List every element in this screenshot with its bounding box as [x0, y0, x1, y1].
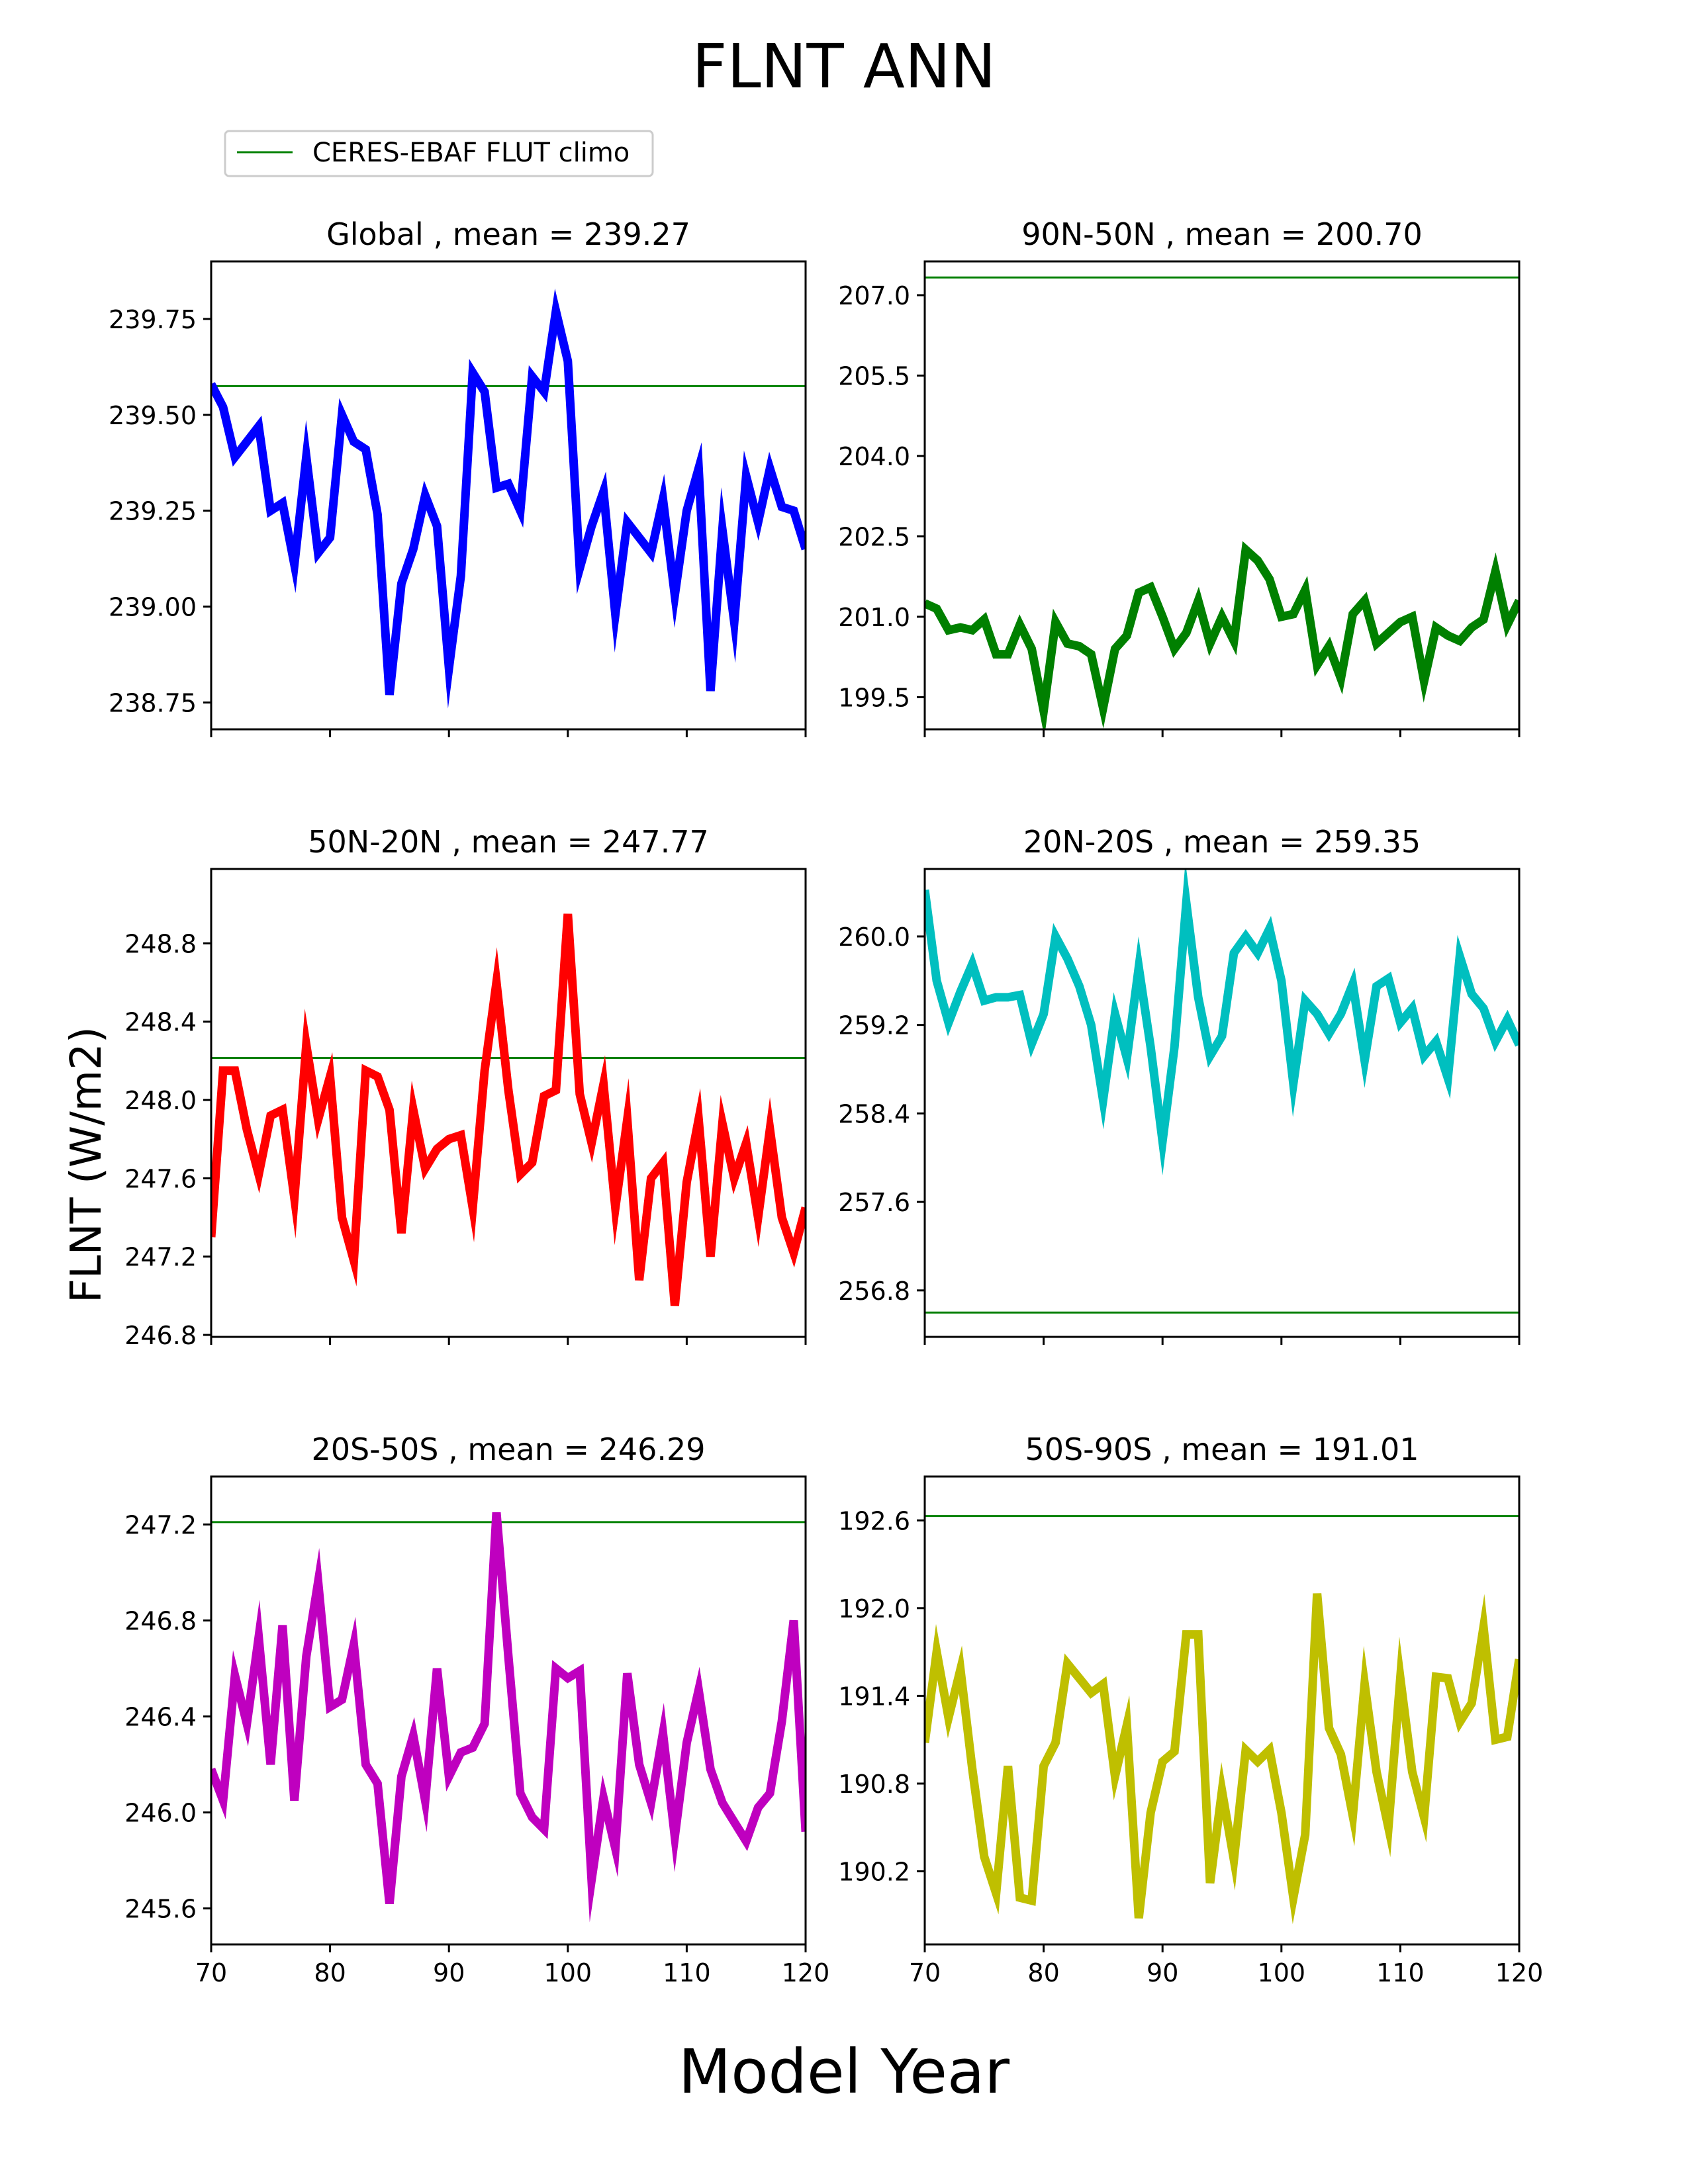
panel-4: 20N-20S , mean = 259.35 256.8 257.6 258.4 25…	[838, 824, 1521, 1345]
y-tick-label: 246.4	[124, 1703, 197, 1732]
y-tick-label: 239.50	[109, 401, 197, 430]
y-tick-label: 248.8	[124, 929, 197, 958]
data-series-line	[211, 288, 806, 709]
y-tick-label: 247.2	[124, 1511, 197, 1540]
data-series-line	[211, 913, 806, 1306]
x-axis-label: Model Year	[679, 2036, 1009, 2107]
y-tick-label: 239.25	[109, 497, 197, 526]
panel-title: 20S-50S , mean = 246.29	[311, 1432, 705, 1467]
panel-6: 50S-90S , mean = 191.01 190.2 190.8 191.4 19…	[838, 1432, 1543, 1987]
legend-box	[224, 130, 654, 177]
legend-label: CERES-EBAF FLUT climo	[312, 138, 630, 168]
plot-frame	[923, 1475, 1521, 1946]
data-series-line	[925, 869, 1519, 1175]
y-tick-label: 204.0	[838, 442, 910, 471]
data-series-line	[211, 1512, 806, 1923]
plot-frame	[210, 260, 807, 731]
y-tick-label: 190.2	[838, 1858, 910, 1887]
panel-title: 20N-20S , mean = 259.35	[1023, 824, 1421, 860]
x-tick-label: 80	[1027, 1958, 1059, 1987]
panel-3: 50N-20N , mean = 247.77 246.8 247.2 247.6 24…	[124, 824, 807, 1350]
y-tick-label: 238.75	[109, 688, 197, 717]
y-tick-label: 260.0	[838, 923, 910, 952]
figure-title: FLNT ANN	[692, 31, 996, 102]
y-tick-label: 247.6	[124, 1164, 197, 1193]
y-tick-label: 259.2	[838, 1011, 910, 1040]
y-tick-label: 239.75	[109, 305, 197, 334]
y-tick-label: 245.6	[124, 1895, 197, 1924]
data-series-line	[925, 541, 1519, 729]
x-tick-label: 90	[1147, 1958, 1178, 1987]
x-tick-label: 70	[195, 1958, 227, 1987]
panel-1: Global , mean = 239.27 238.75 239.00 239.25…	[109, 216, 807, 737]
y-tick-label: 192.0	[838, 1594, 910, 1623]
y-tick-label: 258.4	[838, 1099, 910, 1128]
panel-5: 20S-50S , mean = 246.29 245.6 246.0 246.4 24…	[124, 1432, 829, 1987]
x-tick-label: 100	[1258, 1958, 1306, 1987]
x-tick-label: 90	[433, 1958, 465, 1987]
x-tick-label: 110	[1376, 1958, 1425, 1987]
y-tick-label: 257.6	[838, 1188, 910, 1217]
x-tick-label: 70	[909, 1958, 941, 1987]
plot-frame	[923, 868, 1521, 1338]
panel-title: 90N-50N , mean = 200.70	[1021, 216, 1423, 252]
legend: CERES-EBAF FLUT climo	[224, 130, 654, 177]
x-tick-label: 120	[782, 1958, 830, 1987]
x-tick-label: 120	[1495, 1958, 1544, 1987]
chart-panels: Global , mean = 239.27 238.75 239.00 239.25…	[109, 216, 1543, 1987]
y-tick-label: 207.0	[838, 281, 910, 310]
data-series-line	[925, 1593, 1519, 1925]
y-tick-label: 192.6	[838, 1506, 910, 1535]
y-tick-label: 246.0	[124, 1799, 197, 1828]
y-tick-label: 202.5	[838, 522, 910, 551]
panel-title: Global , mean = 239.27	[326, 216, 690, 252]
y-tick-label: 239.00	[109, 593, 197, 622]
y-tick-label: 247.2	[124, 1243, 197, 1272]
y-tick-label: 248.4	[124, 1008, 197, 1037]
panel-2: 90N-50N , mean = 200.70 199.5 201.0 202.5 20…	[838, 216, 1521, 737]
plot-frame	[210, 868, 807, 1338]
y-tick-label: 246.8	[124, 1607, 197, 1636]
x-tick-label: 80	[314, 1958, 346, 1987]
y-tick-label: 199.5	[838, 683, 910, 712]
y-tick-label: 256.8	[838, 1277, 910, 1306]
y-axis-label: FLNT (W/m2)	[62, 1026, 111, 1303]
y-tick-label: 191.4	[838, 1682, 910, 1711]
plot-frame	[210, 1475, 807, 1946]
panel-title: 50N-20N , mean = 247.77	[308, 824, 709, 860]
plot-frame	[923, 260, 1521, 731]
y-tick-label: 246.8	[124, 1321, 197, 1350]
y-tick-label: 205.5	[838, 361, 910, 390]
y-tick-label: 248.0	[124, 1086, 197, 1115]
panel-title: 50S-90S , mean = 191.01	[1025, 1432, 1419, 1467]
y-tick-label: 201.0	[838, 603, 910, 632]
y-tick-label: 190.8	[838, 1770, 910, 1799]
x-tick-label: 110	[663, 1958, 711, 1987]
x-tick-label: 100	[544, 1958, 592, 1987]
